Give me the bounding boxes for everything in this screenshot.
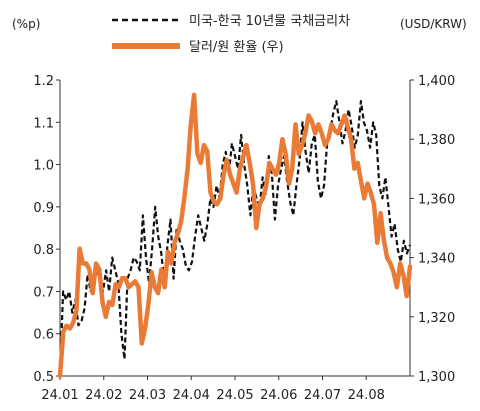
legend-label-spread: 미국-한국 10년물 국채금리차 (189, 14, 350, 29)
left-tick-label: 0.7 (33, 285, 54, 300)
left-tick-label: 0.6 (33, 328, 54, 343)
left-tick-label: 0.5 (33, 370, 54, 385)
left-unit-label: (%p) (12, 17, 40, 31)
x-tick-label: 24.06 (260, 388, 297, 403)
tick-labels: 0.5 0.6 0.7 0.8 0.9 1.0 1.1 1.2 1,300 1,320 1,340 1… (33, 74, 455, 403)
right-tick-label: 1,320 (418, 311, 455, 326)
series-line-fx (57, 92, 413, 379)
legend: 미국-한국 10년물 국채금리차 달러/원 환율 (우) (112, 14, 350, 55)
x-tick-label: 24.07 (304, 388, 341, 403)
right-unit-label: (USD/KRW) (400, 17, 467, 31)
series-layer (57, 92, 413, 379)
legend-label-fx: 달러/원 환율 (우) (189, 40, 284, 55)
left-tick-label: 1.2 (33, 74, 54, 89)
chart-axes: (%p) (USD/KRW) (12, 17, 467, 377)
left-tick-label: 0.9 (33, 201, 54, 216)
x-tick-label: 24.04 (173, 388, 210, 403)
x-tick-label: 24.03 (129, 388, 166, 403)
left-tick-label: 1.0 (33, 159, 54, 174)
x-tick-label: 24.05 (216, 388, 253, 403)
right-tick-label: 1,400 (418, 74, 455, 89)
right-tick-label: 1,300 (418, 370, 455, 385)
x-tick-label: 24.01 (41, 388, 78, 403)
x-tick-label: 24.02 (85, 388, 122, 403)
x-tick-label: 24.08 (348, 388, 385, 403)
right-tick-label: 1,360 (418, 192, 455, 207)
right-tick-label: 1,340 (418, 252, 455, 267)
right-tick-label: 1,380 (418, 133, 455, 148)
series-line-spread (58, 99, 412, 377)
left-tick-label: 0.8 (33, 243, 54, 258)
left-tick-label: 1.1 (33, 116, 54, 131)
